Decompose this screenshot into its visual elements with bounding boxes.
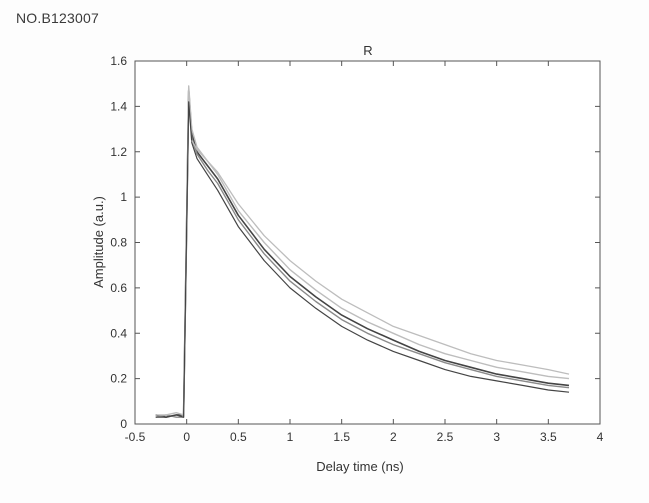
plot-frame xyxy=(134,60,601,425)
x-tick-label: 0 xyxy=(183,430,190,444)
x-axis-label: Delay time (ns) xyxy=(316,459,403,474)
x-tick-label: 2 xyxy=(390,430,397,444)
x-tick-label: 3.5 xyxy=(540,430,557,444)
y-tick-label: 0.8 xyxy=(110,236,127,250)
ticks-layer: -0.5 0 0.5 1 1.5 2 2.5 3 3.5 400.20.40.60.811.21.… xyxy=(110,54,603,444)
x-tick-label: 1.5 xyxy=(333,430,350,444)
chart-title: R xyxy=(363,43,372,58)
y-tick-label: 1.2 xyxy=(110,145,127,159)
series-line xyxy=(191,140,570,375)
y-tick-label: 1 xyxy=(120,190,127,204)
document-id: NO.B123007 xyxy=(16,10,99,26)
y-axis-label: Amplitude (a.u.) xyxy=(91,196,106,288)
x-tick-label: 0.5 xyxy=(230,430,247,444)
series-line xyxy=(155,101,570,418)
series-layer xyxy=(155,85,570,419)
x-tick-label: -0.5 xyxy=(125,430,146,444)
y-tick-label: 0.2 xyxy=(110,372,127,386)
x-tick-label: 2.5 xyxy=(437,430,454,444)
x-tick-label: 1 xyxy=(287,430,294,444)
y-tick-label: 1.6 xyxy=(110,54,127,68)
y-tick-label: 0.6 xyxy=(110,281,127,295)
y-tick-label: 1.4 xyxy=(110,99,127,113)
y-tick-label: 0 xyxy=(120,417,127,431)
x-tick-label: 3 xyxy=(493,430,500,444)
x-tick-label: 4 xyxy=(597,430,604,444)
y-tick-label: 0.4 xyxy=(110,326,127,340)
